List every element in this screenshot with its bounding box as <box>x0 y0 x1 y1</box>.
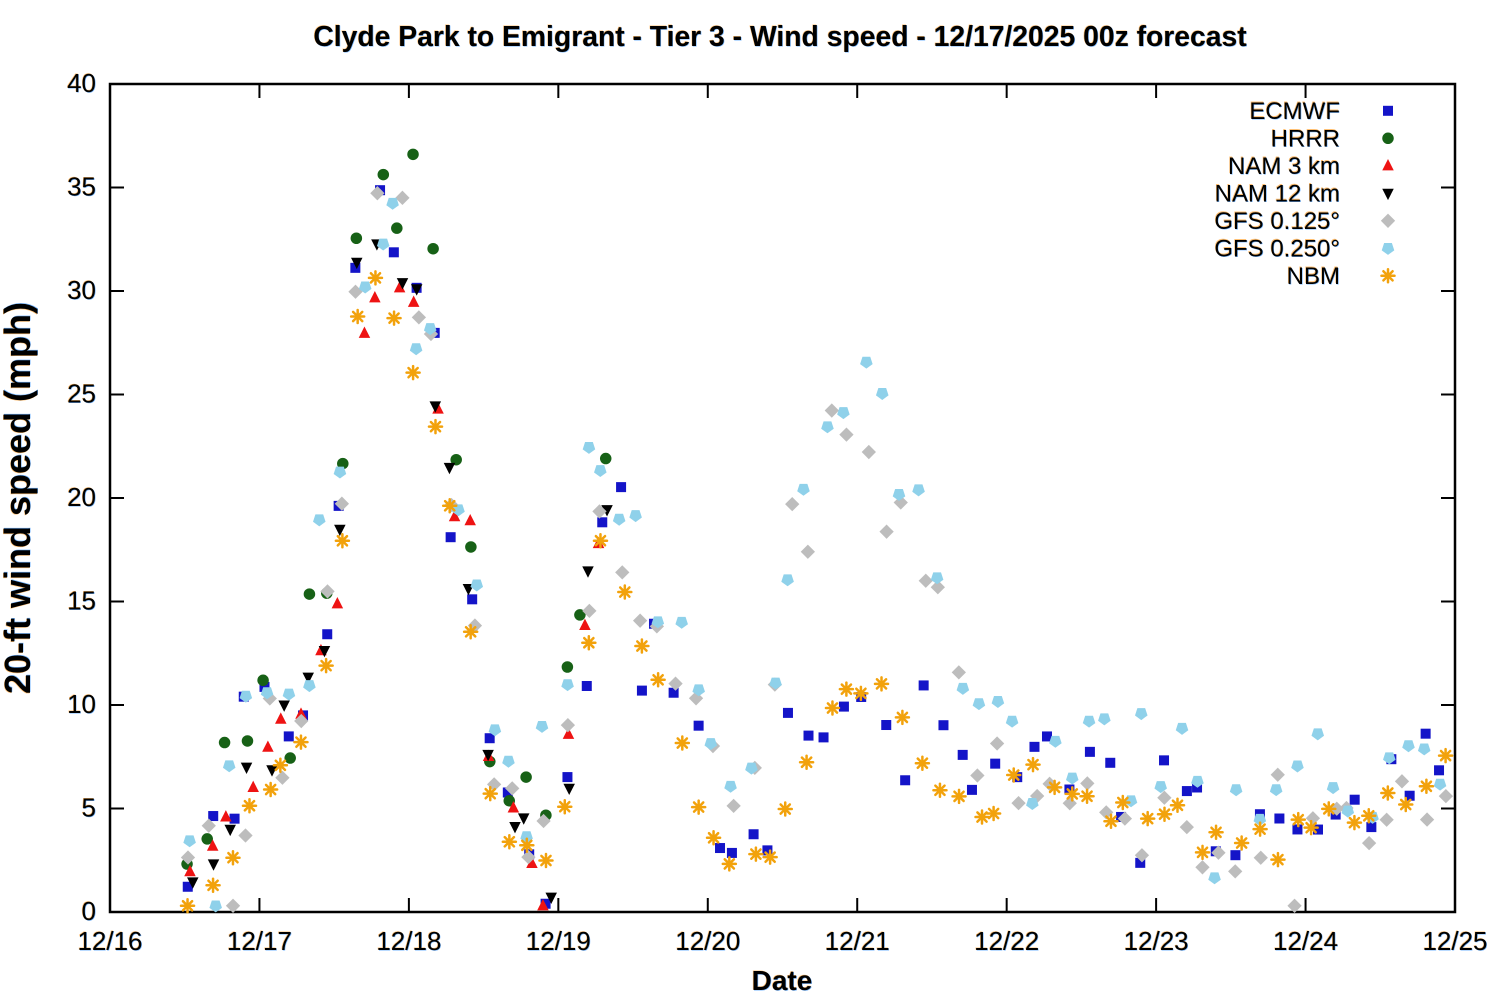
svg-text:12/25: 12/25 <box>1422 926 1487 956</box>
svg-text:12/22: 12/22 <box>974 926 1039 956</box>
svg-text:ECMWF: ECMWF <box>1249 98 1340 125</box>
svg-text:12/21: 12/21 <box>825 926 890 956</box>
svg-text:30: 30 <box>67 275 96 305</box>
svg-text:5: 5 <box>82 793 96 823</box>
svg-text:12/16: 12/16 <box>77 926 142 956</box>
svg-text:12/18: 12/18 <box>376 926 441 956</box>
svg-text:HRRR: HRRR <box>1271 125 1340 152</box>
svg-text:15: 15 <box>67 586 96 616</box>
svg-text:NBM: NBM <box>1287 263 1340 290</box>
svg-text:12/19: 12/19 <box>526 926 591 956</box>
svg-text:NAM 3 km: NAM 3 km <box>1228 153 1340 180</box>
svg-text:40: 40 <box>67 68 96 98</box>
svg-text:GFS 0.250°: GFS 0.250° <box>1214 235 1340 262</box>
svg-text:20-ft wind speed (mph): 20-ft wind speed (mph) <box>0 302 38 694</box>
svg-text:12/24: 12/24 <box>1273 926 1338 956</box>
svg-text:10: 10 <box>67 689 96 719</box>
svg-text:12/20: 12/20 <box>675 926 740 956</box>
svg-text:0: 0 <box>82 896 96 926</box>
svg-text:12/23: 12/23 <box>1124 926 1189 956</box>
svg-text:35: 35 <box>67 172 96 202</box>
svg-text:20: 20 <box>67 482 96 512</box>
svg-text:NAM 12 km: NAM 12 km <box>1215 180 1340 207</box>
svg-text:12/17: 12/17 <box>227 926 292 956</box>
svg-text:Date: Date <box>752 965 813 996</box>
svg-text:GFS 0.125°: GFS 0.125° <box>1214 208 1340 235</box>
svg-text:25: 25 <box>67 379 96 409</box>
svg-text:Clyde Park to Emigrant - Tier: Clyde Park to Emigrant - Tier 3 - Wind s… <box>313 20 1247 52</box>
